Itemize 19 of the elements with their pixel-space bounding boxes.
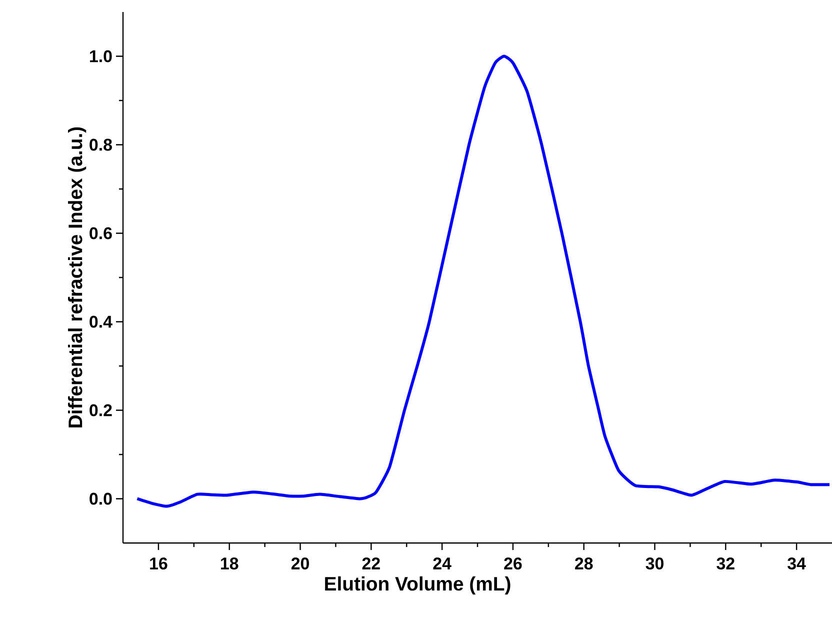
x-tick-label: 22 <box>362 558 380 570</box>
x-tick-label: 30 <box>646 558 664 570</box>
x-tick-label: 18 <box>221 558 238 570</box>
x-tick-label: 26 <box>504 558 522 570</box>
line-series <box>136 54 832 508</box>
y-axis-title: Differential refractive Index (a.u.) <box>68 127 86 428</box>
y-tick-label: 0.4 <box>90 316 112 328</box>
y-tick-label: 0.6 <box>90 227 112 240</box>
x-axis-title: Elution Volume (mL) <box>325 576 510 594</box>
y-tick-label: 0.2 <box>90 404 112 416</box>
x-tick-label: 32 <box>716 558 734 570</box>
y-tick-label: 1.0 <box>90 50 112 62</box>
x-tick-label: 34 <box>788 558 806 570</box>
y-tick-label: 0.8 <box>90 138 112 151</box>
x-tick-label: 16 <box>150 558 168 570</box>
x-tick-label: 28 <box>575 558 593 570</box>
x-tick-label: 20 <box>291 558 309 570</box>
y-tick-label: 0.0 <box>90 492 112 505</box>
x-tick-label: 24 <box>433 558 452 570</box>
